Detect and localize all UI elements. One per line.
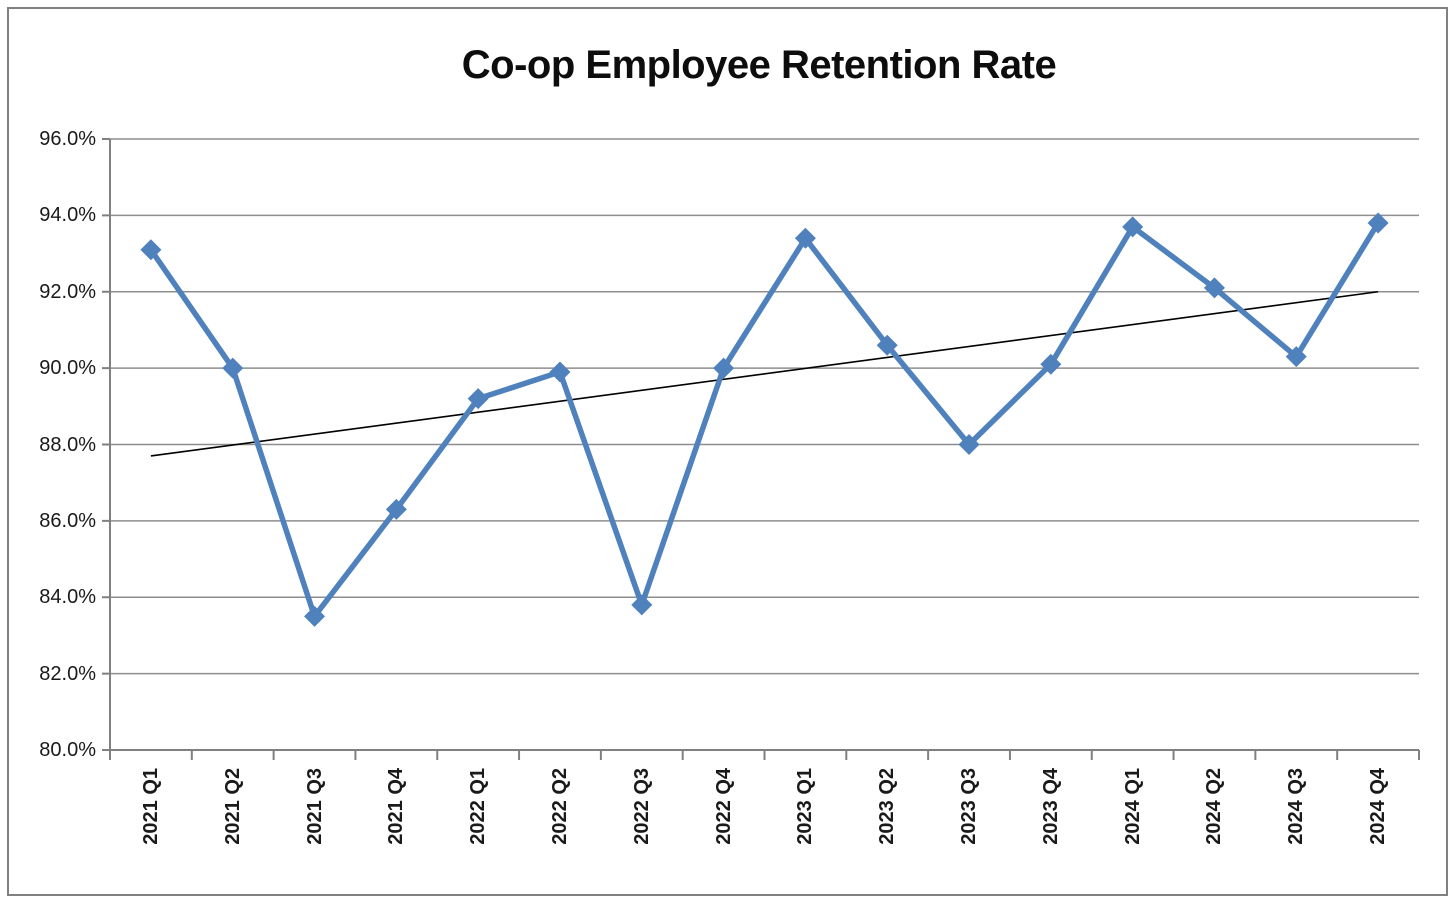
x-axis-tick-label: 2024 Q4 (1367, 768, 1390, 845)
x-axis-tick-label: 2024 Q3 (1285, 768, 1308, 845)
x-axis-tick-label: 2021 Q4 (385, 768, 408, 845)
x-axis-tick-label: 2024 Q2 (1203, 768, 1226, 845)
data-point-marker (713, 357, 735, 379)
y-axis-tick-label: 80.0% (39, 739, 96, 761)
data-point-marker (794, 227, 816, 249)
data-point-marker (549, 361, 571, 383)
data-point-marker (1203, 277, 1225, 299)
x-axis-tick-label: 2022 Q4 (712, 768, 735, 845)
chart-frame: Co-op Employee Retention Rate (7, 7, 1448, 896)
data-point-marker (140, 239, 162, 261)
x-axis-tick-label: 2021 Q1 (139, 768, 162, 845)
data-point-marker (467, 388, 489, 410)
x-axis-tick-label: 2022 Q3 (630, 768, 653, 845)
chart-title: Co-op Employee Retention Rate (461, 43, 1057, 87)
y-axis-tick-label: 84.0% (39, 586, 96, 609)
x-axis-tick-label: 2023 Q2 (876, 768, 899, 845)
data-point-marker (958, 434, 980, 455)
y-axis-tick-label: 82.0% (39, 662, 96, 685)
trendline (150, 290, 1379, 457)
y-axis-tick-label: 96.0% (39, 128, 96, 150)
data-point-marker (1122, 216, 1144, 238)
x-axis-tick-label: 2021 Q3 (303, 768, 326, 845)
data-point-marker (1367, 212, 1389, 234)
x-axis-tick-label: 2023 Q4 (1039, 768, 1062, 845)
data-point-marker (631, 594, 653, 616)
y-axis-tick-label: 88.0% (39, 433, 96, 456)
x-axis-tick-label: 2023 Q1 (794, 768, 817, 845)
y-axis-tick-label: 86.0% (39, 509, 96, 532)
data-point-marker (1040, 353, 1062, 375)
data-point-marker (876, 334, 898, 356)
x-axis-tick-label: 2024 Q1 (1121, 768, 1144, 845)
x-axis-tick-label: 2022 Q2 (548, 768, 571, 845)
x-axis-tick-label: 2022 Q1 (467, 768, 490, 845)
x-axis-tick-label: 2023 Q3 (958, 768, 981, 845)
x-axis-tick-label: 2021 Q2 (221, 768, 244, 845)
data-point-marker (385, 498, 407, 520)
y-axis-tick-label: 92.0% (39, 280, 96, 303)
data-point-marker (222, 357, 244, 379)
series-line (148, 220, 1381, 620)
data-point-marker (304, 605, 326, 627)
data-point-marker (1285, 346, 1307, 368)
y-axis-tick-label: 90.0% (39, 357, 96, 380)
y-axis-tick-label: 94.0% (39, 204, 96, 227)
